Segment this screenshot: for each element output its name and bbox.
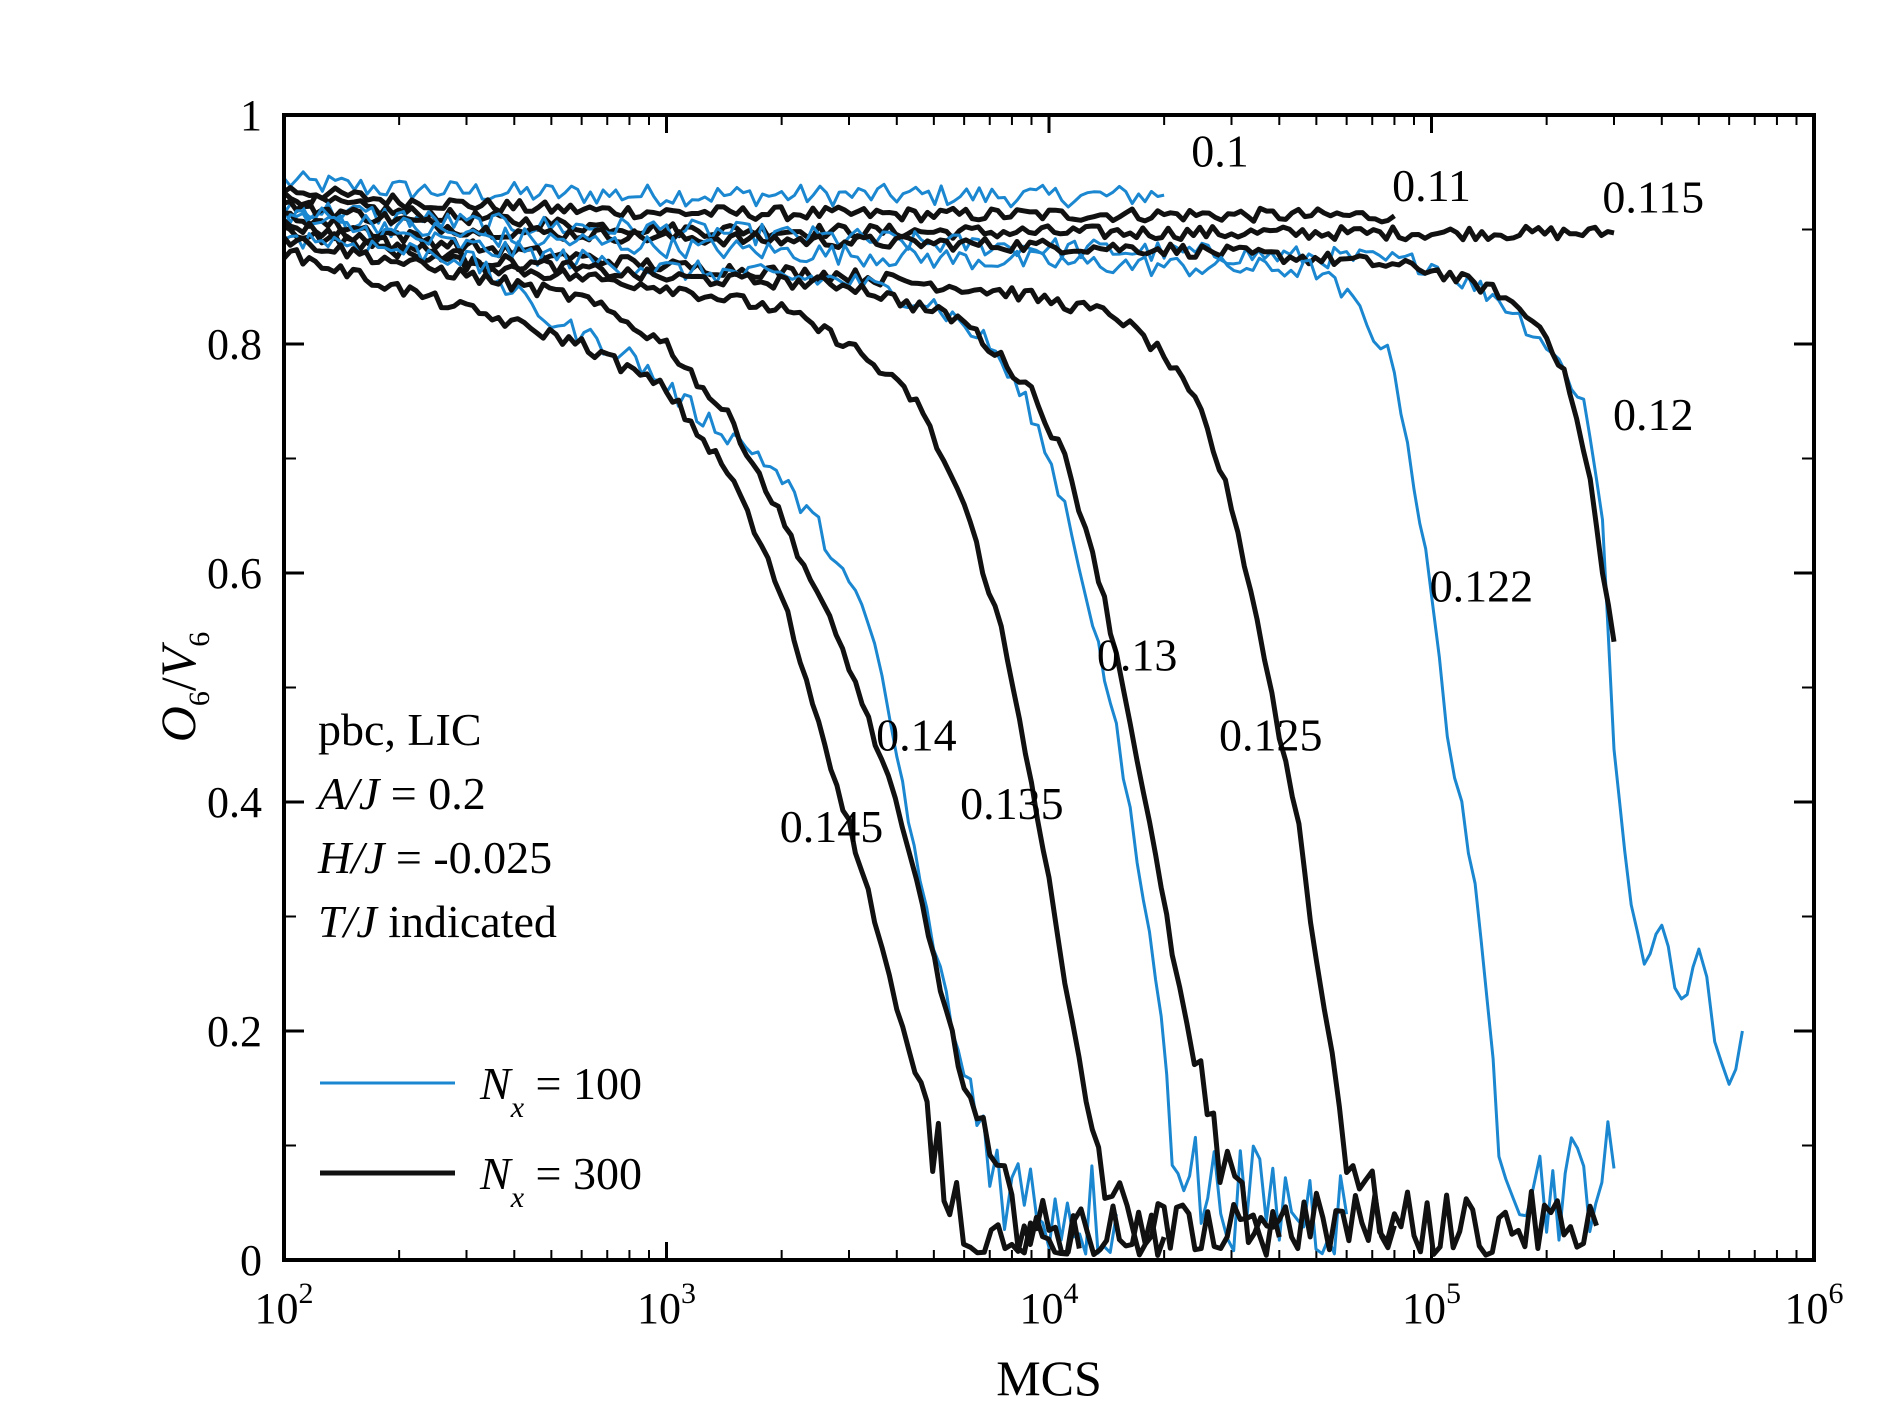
series-line [282, 247, 1082, 1257]
x-tick-base: 10 [1402, 1284, 1446, 1333]
legend-value: = 100 [524, 1058, 642, 1109]
y-tick-label: 1 [240, 91, 262, 140]
y-label-v: V [150, 641, 206, 677]
annotation-value: indicated [377, 896, 557, 947]
curve-label: 0.125 [1219, 709, 1323, 760]
curve-label: 0.12 [1613, 389, 1694, 440]
x-tick-exponent: 6 [1829, 1277, 1844, 1310]
y-axis-label: O6/V6 [150, 632, 216, 743]
x-tick-label: 106 [1785, 1277, 1844, 1333]
series-line [282, 206, 1616, 1242]
curve-label: 0.115 [1602, 171, 1704, 222]
x-tick-base: 10 [255, 1284, 299, 1333]
legend-value: = 300 [524, 1148, 642, 1199]
series-line [282, 185, 1396, 225]
y-tick-labels: 0 0.2 0.4 0.6 0.8 1 [207, 91, 262, 1285]
x-tick-exponent: 3 [681, 1277, 696, 1310]
legend-symbol: N [479, 1148, 513, 1199]
annotation-line: pbc, LIC [318, 704, 482, 755]
x-axis-label: MCS [996, 1350, 1102, 1406]
curve-label: 0.11 [1392, 160, 1471, 211]
legend-label: Nx = 100 [479, 1058, 642, 1124]
curve-label: 0.135 [960, 778, 1064, 829]
x-tick-label: 103 [637, 1277, 696, 1333]
series-line [282, 170, 1165, 209]
legend-subscript: x [510, 1091, 525, 1124]
legend-subscript: x [510, 1181, 525, 1214]
series-line [283, 198, 1617, 643]
curve-label: 0.13 [1097, 629, 1178, 680]
y-tick-label: 0.4 [207, 778, 262, 827]
y-label-slash: / [150, 677, 206, 691]
y-label-sub2: 6 [183, 632, 216, 647]
series-line [282, 201, 1744, 1086]
legend-symbol: N [479, 1058, 513, 1109]
curve-label: 0.122 [1430, 561, 1534, 612]
series-line [282, 223, 1282, 1258]
x-tick-exponent: 5 [1446, 1277, 1461, 1310]
x-tick-base: 10 [1020, 1284, 1064, 1333]
curve-label: 0.14 [876, 709, 957, 760]
annotation-symbol: T/J [318, 896, 379, 947]
curve-label: 0.1 [1191, 126, 1249, 177]
y-tick-label: 0.2 [207, 1007, 262, 1056]
y-tick-label: 0 [240, 1236, 262, 1285]
x-tick-label: 102 [255, 1277, 314, 1333]
annotation-value: pbc, LIC [318, 704, 482, 755]
x-tick-base: 10 [637, 1284, 681, 1333]
y-tick-label: 0.6 [207, 549, 262, 598]
x-tick-label: 104 [1020, 1277, 1079, 1333]
x-tick-exponent: 2 [299, 1277, 314, 1310]
curve-label: 0.145 [780, 801, 884, 852]
series-line [282, 218, 1397, 1253]
y-tick-label: 0.8 [207, 320, 262, 369]
x-tick-exponent: 4 [1064, 1277, 1079, 1310]
annotation-symbol: H/J [317, 832, 387, 883]
plot-area [282, 170, 1744, 1258]
annotation-symbol: A/J [315, 768, 382, 819]
svg-text:O6/V6: O6/V6 [150, 632, 216, 743]
legend-label: Nx = 300 [479, 1148, 642, 1214]
y-label-sub1: 6 [183, 691, 216, 706]
annotation-line: A/J = 0.2 [315, 768, 486, 819]
y-label-o: O [150, 706, 206, 742]
plot-frame [282, 113, 1816, 1262]
annotation-line: H/J = -0.025 [317, 832, 552, 883]
x-tick-labels: 102 103 104 105 106 [255, 1277, 1844, 1333]
annotation-value: = -0.025 [384, 832, 552, 883]
annotation-line: T/J indicated [318, 896, 557, 947]
series-line [282, 190, 1615, 243]
x-tick-label: 105 [1402, 1277, 1461, 1333]
annotation-value: = 0.2 [379, 768, 485, 819]
x-tick-base: 10 [1785, 1284, 1829, 1333]
